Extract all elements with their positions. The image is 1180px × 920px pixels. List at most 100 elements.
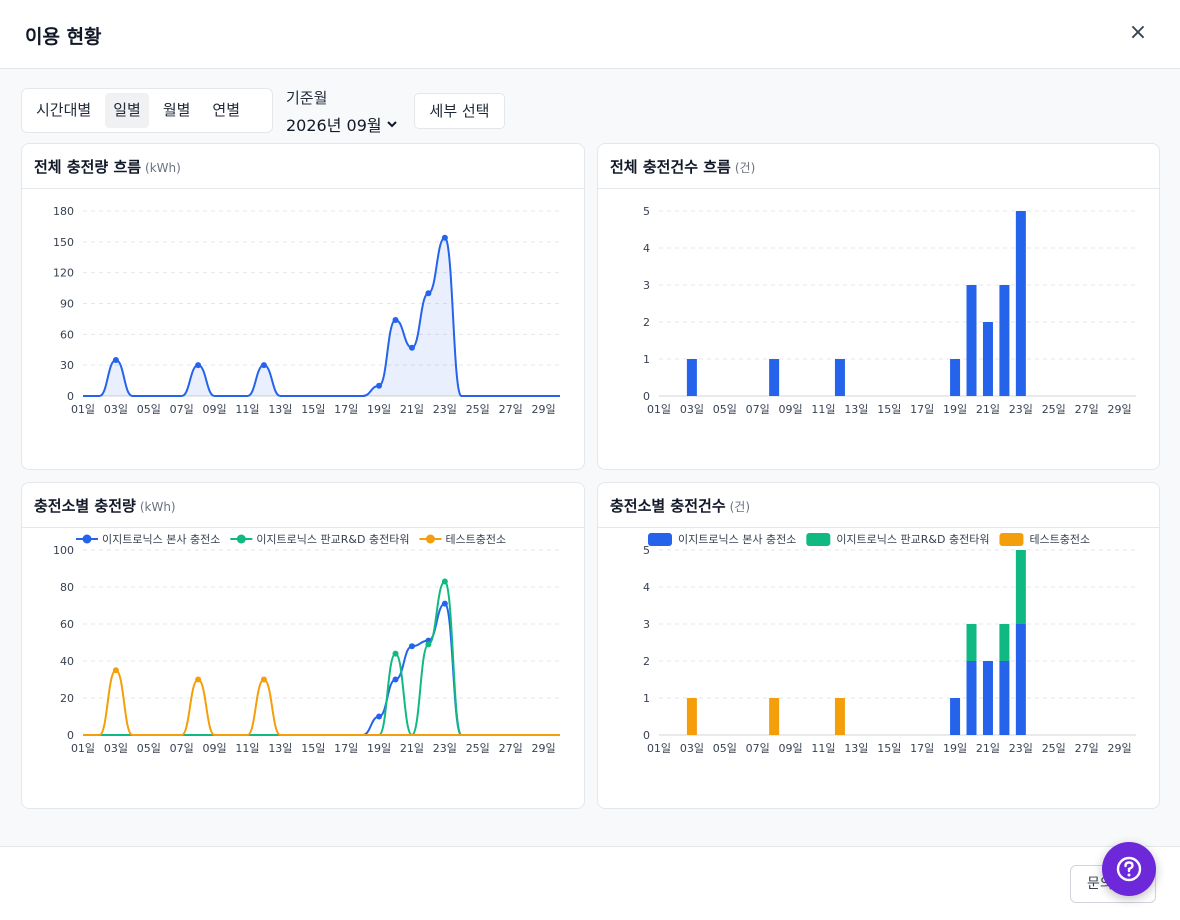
x-tick-label: 21일 [976,741,1000,755]
x-tick-label: 01일 [647,402,671,416]
x-tick-label: 29일 [1107,741,1131,755]
y-tick-label: 0 [643,390,650,403]
x-tick-label: 23일 [433,402,457,416]
y-tick-label: 0 [643,729,650,742]
bar [686,698,697,735]
legend-marker [82,534,92,544]
card-header: 충전소별 충전건수 (건) [598,483,1159,528]
data-point [441,234,448,241]
y-tick-label: 90 [60,298,74,311]
data-point [392,316,399,323]
card-total-energy: 전체 충전량 흐름 (kWh) 0 30 60 90 120 150 180 01일 03일 05일… [21,143,585,470]
card-title: 전체 충전건수 흐름 [610,158,731,176]
data-point [392,676,399,683]
legend-label: 테스트충전소 [1029,533,1090,546]
y-tick-label: 1 [643,692,650,705]
x-tick-label: 13일 [268,741,292,755]
x-tick-label: 15일 [877,741,901,755]
x-tick-label: 01일 [71,741,95,755]
month-selector: 기준월 2026년 09월 [286,87,398,136]
x-tick-label: 17일 [334,741,358,755]
y-tick-label: 3 [643,618,650,631]
bar [1015,211,1026,396]
data-point [441,600,448,607]
x-tick-label: 19일 [367,741,391,755]
tab-yearly[interactable]: 연별 [212,101,241,119]
x-tick-label: 25일 [466,741,490,755]
help-button[interactable] [1102,842,1156,896]
chevron-down-icon [386,121,397,128]
card-title: 전체 충전량 흐름 [34,158,142,176]
x-tick-label: 27일 [1075,741,1099,755]
series-line [82,669,560,736]
month-dropdown[interactable]: 2026년 09월 [286,112,398,136]
x-tick-label: 09일 [779,741,803,755]
y-tick-label: 4 [643,581,650,594]
y-tick-label: 4 [643,242,650,255]
card-total-count: 전체 충전건수 흐름 (건) 0 1 2 3 4 5 01일 03일 05일 07일 09일 11일 13… [597,143,1160,470]
x-tick-label: 03일 [680,402,704,416]
series-line [82,602,560,736]
x-tick-label: 17일 [910,402,934,416]
bar [769,359,780,396]
x-tick-label: 03일 [104,402,128,416]
data-point [392,650,399,657]
data-point [112,667,119,674]
legend-label: 테스트충전소 [445,533,506,546]
data-point [441,578,448,585]
tab-monthly[interactable]: 월별 [162,101,191,119]
series-area [83,237,560,396]
x-tick-label: 11일 [811,741,835,755]
y-tick-label: 2 [643,316,650,329]
tab-hourly[interactable]: 시간대별 [36,101,92,119]
data-point [260,362,267,369]
modal-title: 이용 현황 [25,26,102,48]
legend-label: 이지트로닉스 본사 충전소 [102,533,220,546]
legend-swatch [999,533,1024,546]
y-tick-label: 60 [60,328,74,341]
x-tick-label: 11일 [811,402,835,416]
bar [769,698,780,735]
close-icon[interactable]: × [1128,20,1148,45]
x-tick-label: 21일 [976,402,1000,416]
card-header: 전체 충전량 흐름 (kWh) [22,144,584,189]
x-tick-label: 13일 [844,402,868,416]
card-station-count: 충전소별 충전건수 (건) 0 1 2 3 4 5 01일 03일 05일 07일 09일 11일 13일… [597,482,1160,809]
bar [999,661,1010,735]
y-tick-label: 2 [643,655,650,668]
x-tick-label: 27일 [1075,402,1099,416]
bar [834,698,845,735]
x-tick-label: 19일 [367,402,391,416]
x-tick-label: 25일 [466,402,490,416]
x-tick-label: 09일 [203,741,227,755]
x-tick-label: 23일 [1009,402,1033,416]
legend-label: 이지트로닉스 본사 충전소 [678,533,796,546]
x-tick-label: 15일 [301,741,325,755]
data-point [376,713,383,720]
y-tick-label: 180 [53,205,74,218]
y-tick-label: 40 [60,655,74,668]
y-tick-label: 5 [643,544,650,557]
x-tick-label: 05일 [713,741,737,755]
x-tick-label: 07일 [746,741,770,755]
x-tick-label: 17일 [334,402,358,416]
x-tick-label: 29일 [531,741,555,755]
bar [834,359,845,396]
detail-select-button[interactable]: 세부 선택 [414,93,505,129]
y-tick-label: 150 [53,236,74,249]
total-energy-chart: 0 30 60 90 120 150 180 01일 03일 05일 07일 09일 11일 13일 15일… [53,205,560,416]
bar [966,624,977,661]
series-line [82,580,560,737]
x-tick-label: 19일 [943,741,967,755]
x-tick-label: 09일 [779,402,803,416]
y-tick-label: 0 [67,729,74,742]
bar [950,359,961,396]
legend-label: 이지트로닉스 판교R&D 충전타워 [256,533,409,546]
x-tick-label: 05일 [713,402,737,416]
x-tick-label: 17일 [910,741,934,755]
tab-daily[interactable]: 일별 [105,93,149,128]
x-tick-label: 05일 [137,402,161,416]
x-tick-label: 11일 [235,741,259,755]
bar [686,359,697,396]
bar [999,285,1010,396]
